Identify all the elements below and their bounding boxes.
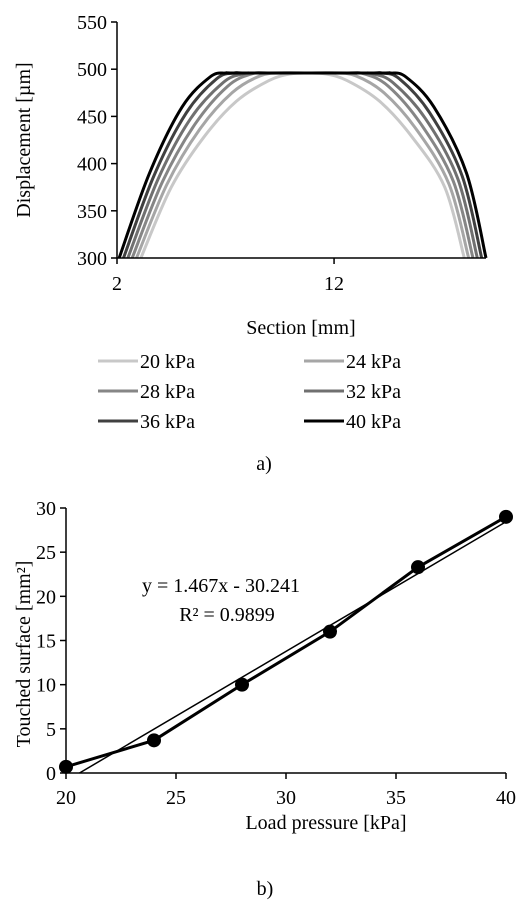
- chart-a-x-tick-label: 2: [112, 273, 122, 295]
- chart-b-y-tick-label: 20: [36, 586, 56, 608]
- chart-a-legend-label: 32 kPa: [346, 381, 401, 403]
- chart-b-y-axis-label: Touched surface [mm²]: [13, 561, 35, 748]
- chart-b-data-point: [235, 677, 249, 692]
- chart-b-data-point: [147, 733, 161, 748]
- chart-a: 300 350 400 450 500 550 2 12 Displacement [µm]…: [13, 12, 488, 475]
- chart-a-legend-label: 24 kPa: [346, 351, 401, 373]
- chart-b-y-tick-label: 15: [36, 631, 56, 653]
- chart-a-y-tick-label: 350: [77, 201, 107, 223]
- chart-a-panel-label: a): [256, 453, 272, 475]
- chart-a-x-tick-label: 12: [324, 273, 344, 295]
- chart-a-series-line-4: [126, 71, 479, 259]
- chart-b-y-tick-label: 0: [46, 763, 56, 785]
- chart-a-legend: 20 kPa 24 kPa 28 kPa 32 kPa 36 kPa 40 kPa: [98, 351, 401, 433]
- chart-a-y-tick-label: 300: [77, 248, 107, 270]
- chart-a-legend-label: 20 kPa: [140, 351, 195, 373]
- chart-a-x-ticks: 2 12: [112, 258, 344, 295]
- chart-b-x-axis-label: Load pressure [kPa]: [245, 812, 406, 834]
- chart-a-series-line-1: [139, 71, 466, 259]
- chart-b-x-tick-label: 30: [276, 787, 296, 809]
- chart-b-series-line: [65, 515, 507, 769]
- chart-b-data-point: [499, 509, 513, 524]
- chart-b-y-tick-label: 5: [46, 719, 56, 741]
- chart-a-y-tick-label: 500: [77, 59, 107, 81]
- chart-a-series-line-6: [117, 71, 488, 259]
- chart-b-y-tick-label: 10: [36, 675, 56, 697]
- chart-b-y-tick-label: 30: [36, 498, 56, 520]
- chart-b-trendline: [79, 521, 507, 774]
- chart-a-legend-label: 36 kPa: [140, 411, 195, 433]
- chart-a-y-axis-label: Displacement [µm]: [13, 62, 35, 217]
- chart-a-legend-label: 28 kPa: [140, 381, 195, 403]
- chart-a-y-ticks: 300 350 400 450 500 550: [77, 12, 117, 270]
- chart-b-trendline-line: [79, 521, 507, 774]
- chart-b-data-point: [323, 624, 337, 639]
- chart-b-trend-equation: y = 1.467x - 30.241: [142, 575, 300, 597]
- chart-b-x-tick-label: 25: [166, 787, 186, 809]
- chart-a-legend-label: 40 kPa: [346, 411, 401, 433]
- chart-a-y-tick-label: 450: [77, 106, 107, 128]
- chart-b-trend-r2: R² = 0.9899: [179, 604, 275, 626]
- chart-b-y-tick-label: 25: [36, 542, 56, 564]
- chart-b-data-point: [411, 560, 425, 575]
- chart-a-y-tick-label: 400: [77, 154, 107, 176]
- chart-b-series: [59, 509, 513, 774]
- chart-a-x-axis-label: Section [mm]: [246, 317, 355, 339]
- chart-b-x-tick-label: 40: [496, 787, 516, 809]
- chart-a-y-tick-label: 550: [77, 12, 107, 34]
- chart-b-panel-label: b): [257, 878, 274, 900]
- chart-b-x-tick-label: 35: [386, 787, 406, 809]
- chart-b-x-tick-label: 20: [56, 787, 76, 809]
- chart-a-series-lines: [117, 71, 488, 259]
- chart-b-y-ticks: 0 5 10 15 20 25 30: [36, 498, 66, 785]
- chart-b-x-ticks: 20 25 30 35 40: [56, 773, 516, 809]
- chart-b: 0 5 10 15 20 25 30 20 25 30 35 40 y = 1.467x - 30.…: [13, 498, 516, 900]
